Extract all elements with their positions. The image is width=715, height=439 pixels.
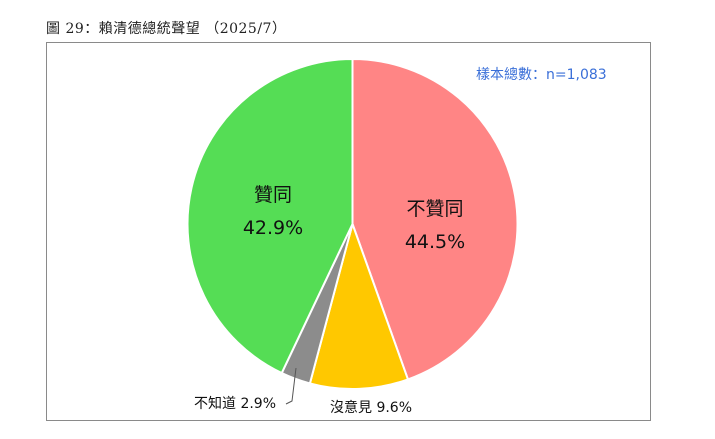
approve-percent: 42.9% <box>242 217 304 239</box>
approve-slice <box>186 58 354 375</box>
no-opinion-slice <box>308 223 409 390</box>
figure-title: 圖 29：賴清德總統聲望 （2025/7） <box>46 21 287 37</box>
no-opinion-label: 沒意見 9.6% <box>330 400 413 416</box>
oppose-slice <box>351 58 519 381</box>
oppose-label: 不贊同 <box>406 198 464 220</box>
sample-size-note: 樣本總數：n=1,083 <box>476 67 607 83</box>
dont-know-leader-line <box>285 367 297 405</box>
oppose-percent: 44.5% <box>404 231 466 253</box>
dont-know-label: 不知道 2.9% <box>194 396 277 412</box>
approve-label: 贊同 <box>253 184 292 206</box>
